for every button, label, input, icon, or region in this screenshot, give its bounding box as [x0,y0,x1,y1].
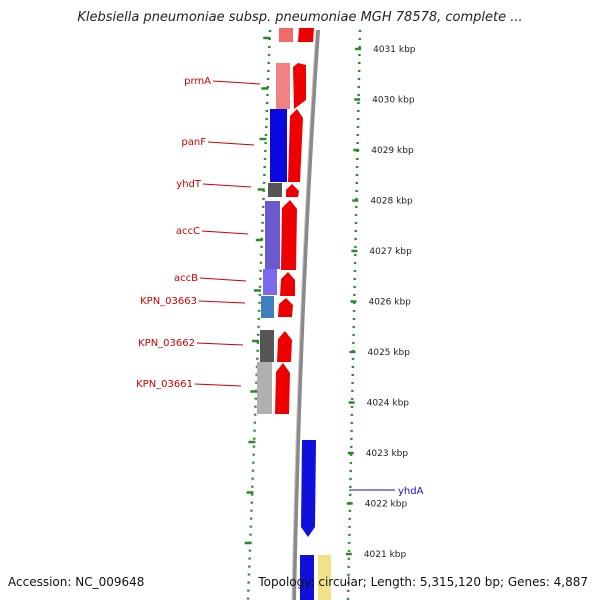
topology-text: Topology: circular; Length: 5,315,120 bp… [258,575,588,589]
gene-label-KPN_03661: KPN_03661 [136,379,193,390]
forward-cds-ring [275,28,314,414]
scale-tick-label: 4022 kbp [365,500,408,510]
gene-label-yhdT: yhdT [176,179,202,190]
scale-tick-label: 4031 kbp [373,45,416,55]
genome-backbone [292,29,320,600]
gene-label-KPN_03663: KPN_03663 [140,296,197,307]
gene-label-yhdA: yhdA [398,486,424,497]
gene-label-accC: accC [176,226,200,237]
outer-ring-boundary-right [346,29,362,600]
scale-tick-label: 4026 kbp [368,298,411,308]
gene-label-accB: accB [174,273,198,284]
scale-tick-label: 4023 kbp [366,449,409,459]
cog-feature-ring [257,28,293,414]
scale-tick-label: 4028 kbp [370,197,413,207]
accession-text: Accession: NC_009648 [8,575,145,589]
scale-tick-label: 4027 kbp [369,247,412,257]
scale-tick-label: 4029 kbp [371,146,414,156]
gene-labels: prmA panF yhdT accC accB KPN_03663 KPN_0… [136,76,423,497]
scale-tick-label: 4024 kbp [367,399,410,409]
gene-label-leaders [194,80,395,491]
gene-label-panF: panF [181,137,206,148]
gene-label-KPN_03662: KPN_03662 [138,338,195,349]
gene-label-prmA: prmA [184,76,211,87]
reverse-cds-ring [300,440,331,600]
scale-tick-label: 4030 kbp [372,96,415,106]
map-title: Klebsiella pneumoniae subsp. pneumoniae … [77,10,523,25]
scale-ticks: 4031 kbp 4030 kbp 4029 kbp 4028 kbp 4027 kbp… [244,36,416,560]
scale-tick-label: 4021 kbp [364,550,407,560]
scale-tick-label: 4025 kbp [368,348,411,358]
